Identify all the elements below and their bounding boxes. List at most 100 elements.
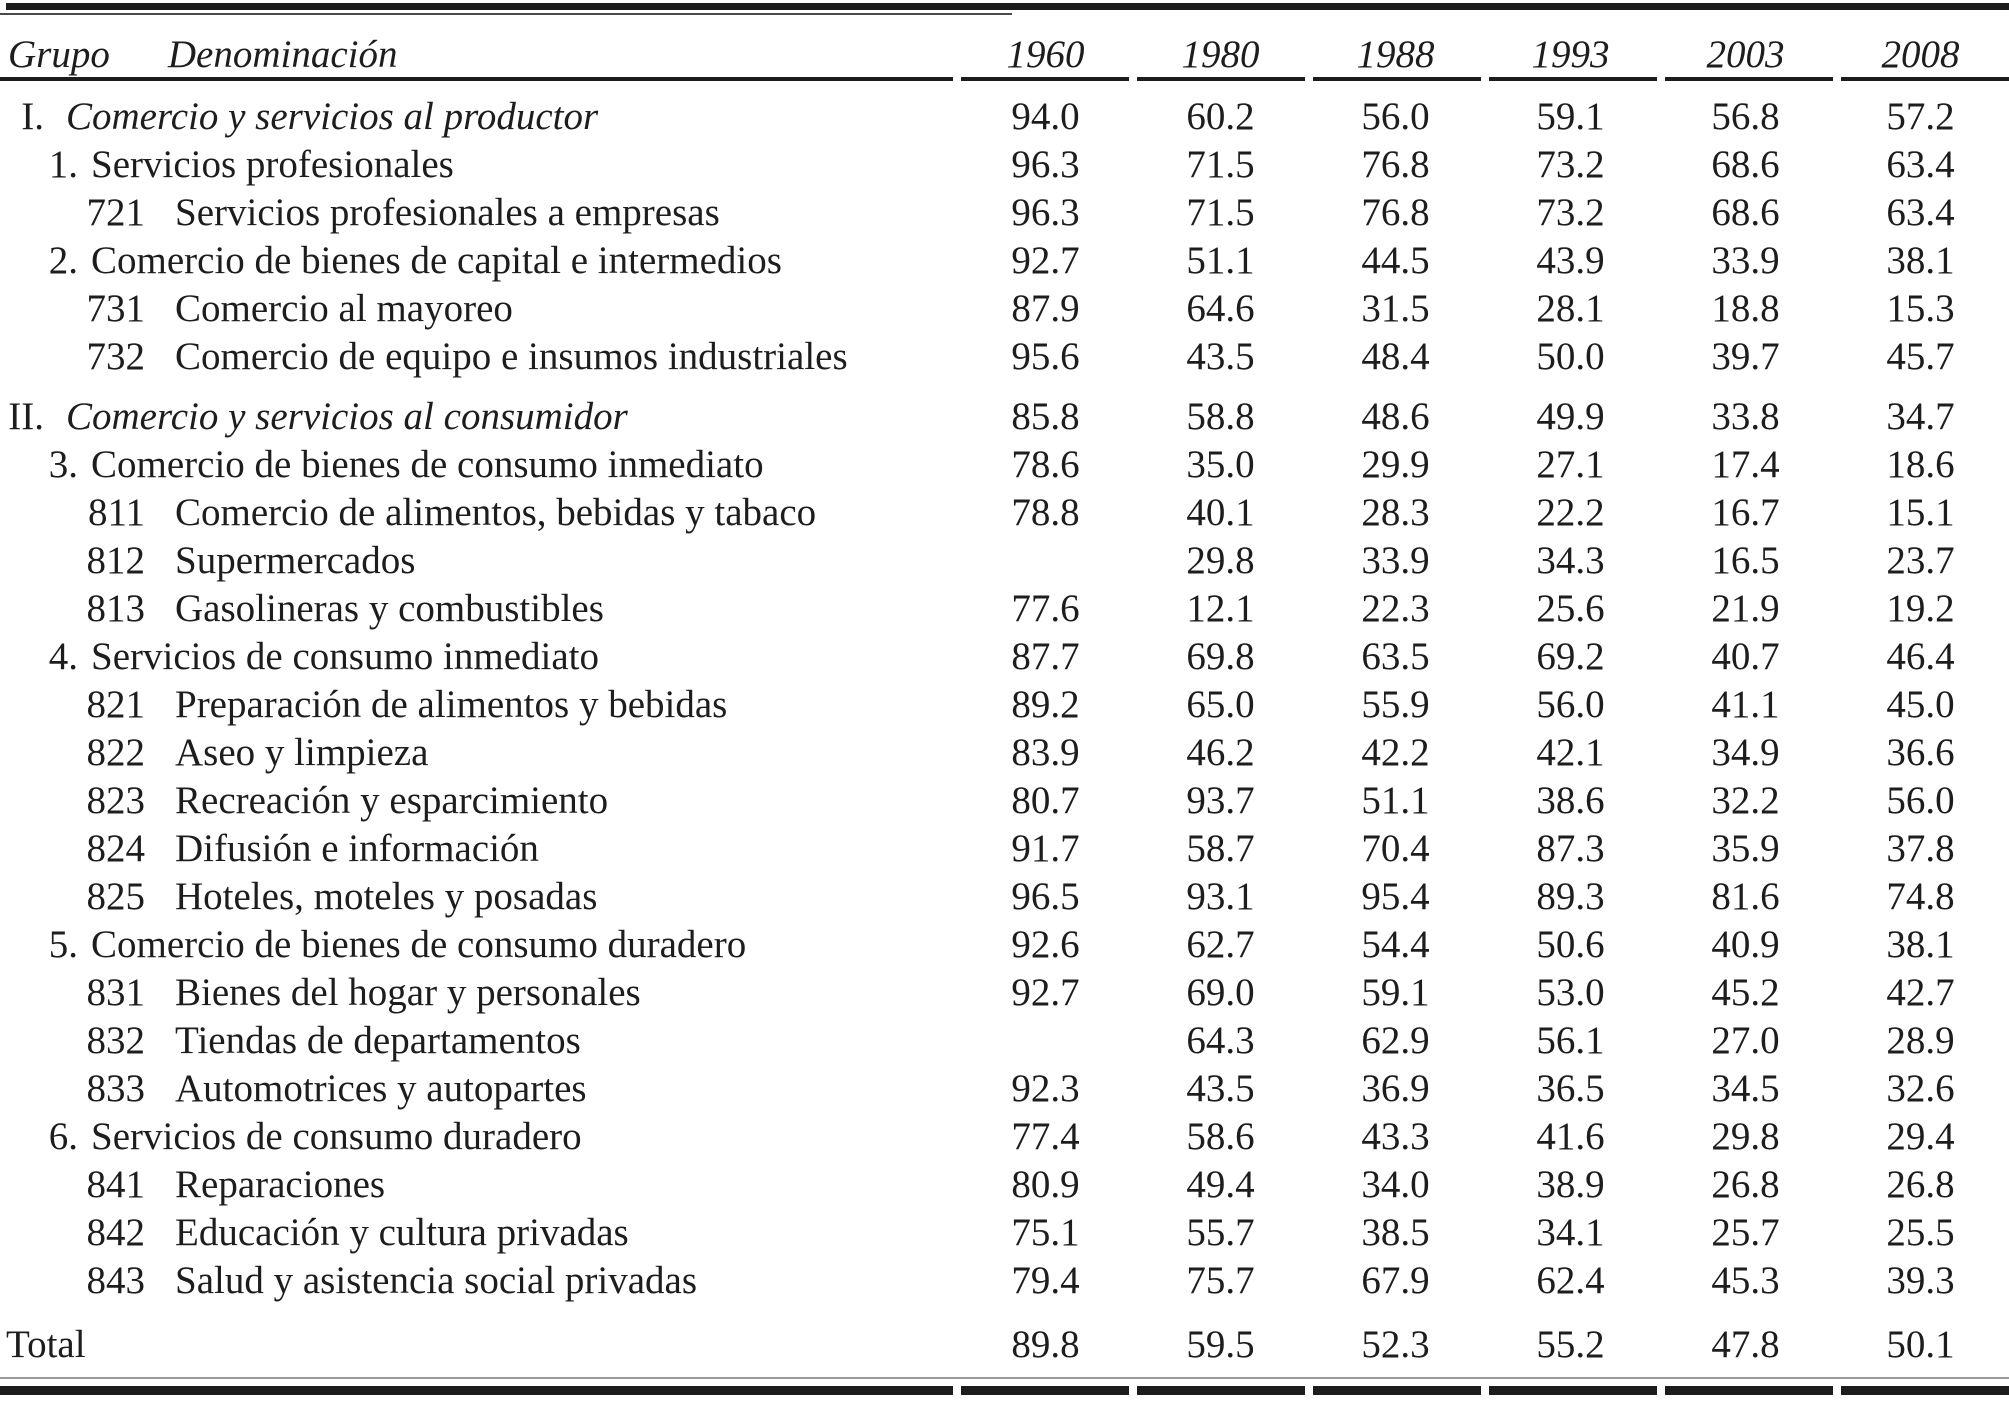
cell-value: 92.6 <box>1011 923 1080 966</box>
column-header-year: 1988 <box>1356 33 1435 76</box>
cell-value: 59.5 <box>1186 1323 1255 1366</box>
cell-value: 15.1 <box>1886 491 1955 534</box>
cell-value: 45.2 <box>1711 971 1780 1014</box>
cell-value: 38.5 <box>1361 1211 1430 1254</box>
table-row: 821 Preparación de alimentos y bebidas 8… <box>0 681 2009 729</box>
column-header-year: 1980 <box>1181 33 1260 76</box>
cell-value: 57.2 <box>1886 95 1955 138</box>
cell-value: 62.9 <box>1361 1019 1430 1062</box>
cell-value: 33.9 <box>1711 239 1780 282</box>
cell-value: 49.4 <box>1186 1163 1255 1206</box>
cell-value: 31.5 <box>1361 287 1430 330</box>
top-rule-thin <box>0 13 1012 15</box>
rule-segment <box>1313 77 1481 81</box>
row-code: 731 <box>86 287 146 330</box>
cell-value: 26.8 <box>1711 1163 1780 1206</box>
cell-value: 68.6 <box>1711 191 1780 234</box>
row-label: Preparación de alimentos y bebidas <box>175 683 728 726</box>
row-label-cell: 732 Comercio de equipo e insumos industr… <box>0 333 958 381</box>
cell-value: 18.8 <box>1711 287 1780 330</box>
cell-value: 77.4 <box>1011 1115 1080 1158</box>
cell-value: 16.7 <box>1711 491 1780 534</box>
row-code: 732 <box>86 335 146 378</box>
column-header-year: 1960 <box>1006 33 1085 76</box>
cell-value: 29.4 <box>1886 1115 1955 1158</box>
cell-value: 60.2 <box>1186 95 1255 138</box>
row-label: Reparaciones <box>175 1163 386 1206</box>
cell-value: 81.6 <box>1711 875 1780 918</box>
cell-value: 87.3 <box>1536 827 1605 870</box>
row-code: 843 <box>86 1259 146 1302</box>
cell-value: 32.6 <box>1886 1067 1955 1110</box>
cell-value: 55.9 <box>1361 683 1430 726</box>
cell-value: 43.9 <box>1536 239 1605 282</box>
row-code: 811 <box>87 491 145 534</box>
rule-segment <box>1841 77 2009 81</box>
rule-segment <box>1489 1386 1657 1395</box>
row-label-cell: 3. Comercio de bienes de consumo inmedia… <box>0 441 958 489</box>
cell-value: 38.9 <box>1536 1163 1605 1206</box>
rule-segment <box>1313 1386 1481 1395</box>
row-label: Salud y asistencia social privadas <box>175 1259 698 1302</box>
cell-value: 69.8 <box>1186 635 1255 678</box>
cell-value: 12.1 <box>1186 587 1255 630</box>
cell-value: 55.7 <box>1186 1211 1255 1254</box>
cell-value: 56.0 <box>1361 95 1430 138</box>
row-label-cell: 812 Supermercados <box>0 537 958 585</box>
row-code: II. <box>8 395 44 438</box>
cell-value: 55.2 <box>1536 1323 1605 1366</box>
cell-value: 96.5 <box>1011 875 1080 918</box>
row-label: Comercio de bienes de consumo inmediato <box>91 443 764 486</box>
cell-value: 91.7 <box>1011 827 1080 870</box>
cell-value: 17.4 <box>1711 443 1780 486</box>
row-label-cell: 811 Comercio de alimentos, bebidas y tab… <box>0 489 958 537</box>
column-header-year: 2008 <box>1881 33 1960 76</box>
cell-value: 28.9 <box>1886 1019 1955 1062</box>
cell-value: 26.8 <box>1886 1163 1955 1206</box>
cell-value: 50.0 <box>1536 335 1605 378</box>
table-row: 825 Hoteles, moteles y posadas 96.5 93.1… <box>0 873 2009 921</box>
cell-value: 71.5 <box>1186 191 1255 234</box>
cell-value: 48.4 <box>1361 335 1430 378</box>
table-row: Total 89.8 59.5 52.3 55.2 47.8 50.1 <box>0 1321 2009 1369</box>
cell-value: 45.7 <box>1886 335 1955 378</box>
row-code: 812 <box>86 539 146 582</box>
row-label: Tiendas de departamentos <box>175 1019 581 1062</box>
cell-value: 50.6 <box>1536 923 1605 966</box>
cell-value: 38.6 <box>1536 779 1605 822</box>
cell-value: 83.9 <box>1011 731 1080 774</box>
cell-value: 85.8 <box>1011 395 1080 438</box>
cell-value: 37.8 <box>1886 827 1955 870</box>
row-code: 813 <box>86 587 146 630</box>
cell-value: 35.9 <box>1711 827 1780 870</box>
table-row: 732 Comercio de equipo e insumos industr… <box>0 333 2009 381</box>
table-row: 841 Reparaciones 80.9 49.4 34.0 38.9 26.… <box>0 1161 2009 1209</box>
cell-value: 65.0 <box>1186 683 1255 726</box>
cell-value: 33.8 <box>1711 395 1780 438</box>
cell-value: 29.9 <box>1361 443 1430 486</box>
row-code: 831 <box>86 971 146 1014</box>
cell-value: 50.1 <box>1886 1323 1955 1366</box>
rule-segment <box>0 1386 953 1395</box>
cell-value: 79.4 <box>1011 1259 1080 1302</box>
cell-value: 29.8 <box>1186 539 1255 582</box>
cell-value: 89.8 <box>1011 1323 1080 1366</box>
top-rule-thick <box>6 3 2009 10</box>
row-label-cell: 1. Servicios profesionales <box>0 141 958 189</box>
row-code: 3. <box>48 443 78 486</box>
table-body: I. Comercio y servicios al productor 94.… <box>0 93 2009 1369</box>
cell-value: 95.4 <box>1361 875 1430 918</box>
cell-value: 34.7 <box>1886 395 1955 438</box>
cell-value: 43.5 <box>1186 1067 1255 1110</box>
cell-value: 21.9 <box>1711 587 1780 630</box>
cell-value: 93.7 <box>1186 779 1255 822</box>
cell-value: 42.7 <box>1886 971 1955 1014</box>
cell-value: 51.1 <box>1361 779 1430 822</box>
rule-segment <box>1841 1386 2009 1395</box>
cell-value: 22.2 <box>1536 491 1605 534</box>
row-code: 822 <box>86 731 146 774</box>
row-code: 721 <box>86 191 146 234</box>
table-row: 721 Servicios profesionales a empresas 9… <box>0 189 2009 237</box>
table-row: 813 Gasolineras y combustibles 77.6 12.1… <box>0 585 2009 633</box>
